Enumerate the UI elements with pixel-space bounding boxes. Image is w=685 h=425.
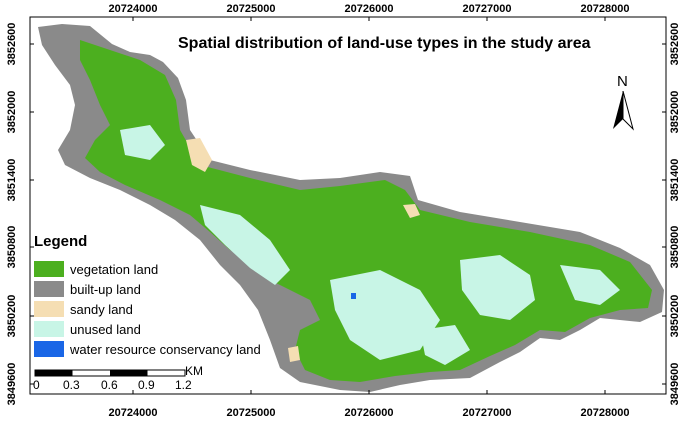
y-tick-left: 3852600 [6, 23, 18, 66]
scale-label: 0.6 [101, 378, 118, 392]
legend-item-unused: unused land [34, 320, 141, 338]
unused-land-patch [420, 325, 470, 365]
unused-land-patch [330, 270, 440, 360]
north-arrow: N [608, 73, 638, 131]
legend-swatch [34, 281, 64, 297]
scale-unit: KM [185, 364, 203, 378]
y-tick-left: 3852000 [6, 91, 18, 134]
scale-bar-graphic [34, 369, 186, 377]
x-tick-top: 20726000 [345, 3, 394, 15]
scale-label: 0.3 [63, 378, 80, 392]
x-tick-top: 20728000 [581, 3, 630, 15]
y-tick-left: 3851400 [6, 159, 18, 202]
x-tick-top: 20727000 [463, 3, 512, 15]
legend-label: sandy land [70, 301, 133, 317]
legend-swatch [34, 301, 64, 317]
x-tick-bottom: 20726000 [345, 407, 394, 419]
x-tick-bottom: 20724000 [109, 407, 158, 419]
sandy-land-patch [186, 138, 212, 172]
y-tick-right: 3849600 [669, 363, 681, 406]
water-patch [351, 293, 356, 299]
y-tick-right: 3850800 [669, 226, 681, 269]
sandy-land-patch [403, 204, 420, 218]
y-tick-right: 3852600 [669, 23, 681, 66]
legend-swatch [34, 261, 64, 277]
legend-item-sandy: sandy land [34, 300, 133, 318]
x-tick-bottom: 20725000 [227, 407, 276, 419]
legend-swatch [34, 341, 64, 357]
north-arrow-icon [613, 91, 634, 131]
x-tick-top: 20725000 [227, 3, 276, 15]
unused-land-patch [120, 125, 165, 160]
legend: Legend vegetation land built-up land san… [34, 233, 274, 365]
scale-bar: 0 0.3 0.6 0.9 1.2 KM [30, 364, 230, 394]
y-tick-right: 3852000 [669, 91, 681, 134]
unused-land-patch [560, 265, 620, 305]
x-tick-bottom: 20727000 [463, 407, 512, 419]
x-tick-bottom: 20728000 [581, 407, 630, 419]
north-label: N [617, 73, 628, 90]
legend-swatch [34, 321, 64, 337]
legend-label: vegetation land [70, 261, 159, 277]
legend-item-built-up: built-up land [34, 280, 141, 298]
sandy-land-patch [288, 346, 300, 362]
y-tick-left: 3850800 [6, 226, 18, 269]
y-tick-left: 3850200 [6, 295, 18, 338]
legend-item-water: water resource conservancy land [34, 340, 261, 358]
legend-item-vegetation: vegetation land [34, 260, 158, 278]
scale-label: 1.2 [175, 378, 192, 392]
scale-label: 0 [33, 378, 40, 392]
legend-title: Legend [34, 233, 88, 250]
unused-land-patch [200, 205, 290, 285]
map-title: Spatial distribution of land-use types i… [178, 35, 591, 52]
legend-label: water resource conservancy land [70, 341, 261, 357]
axis-ticks [30, 17, 666, 394]
unused-land-patch [460, 255, 535, 320]
scale-label: 0.9 [138, 378, 155, 392]
x-tick-top: 20724000 [109, 3, 158, 15]
y-tick-left: 3849600 [6, 363, 18, 406]
y-tick-right: 3850200 [669, 295, 681, 338]
y-tick-right: 3851400 [669, 159, 681, 202]
legend-label: built-up land [70, 281, 141, 297]
legend-label: unused land [70, 321, 141, 337]
